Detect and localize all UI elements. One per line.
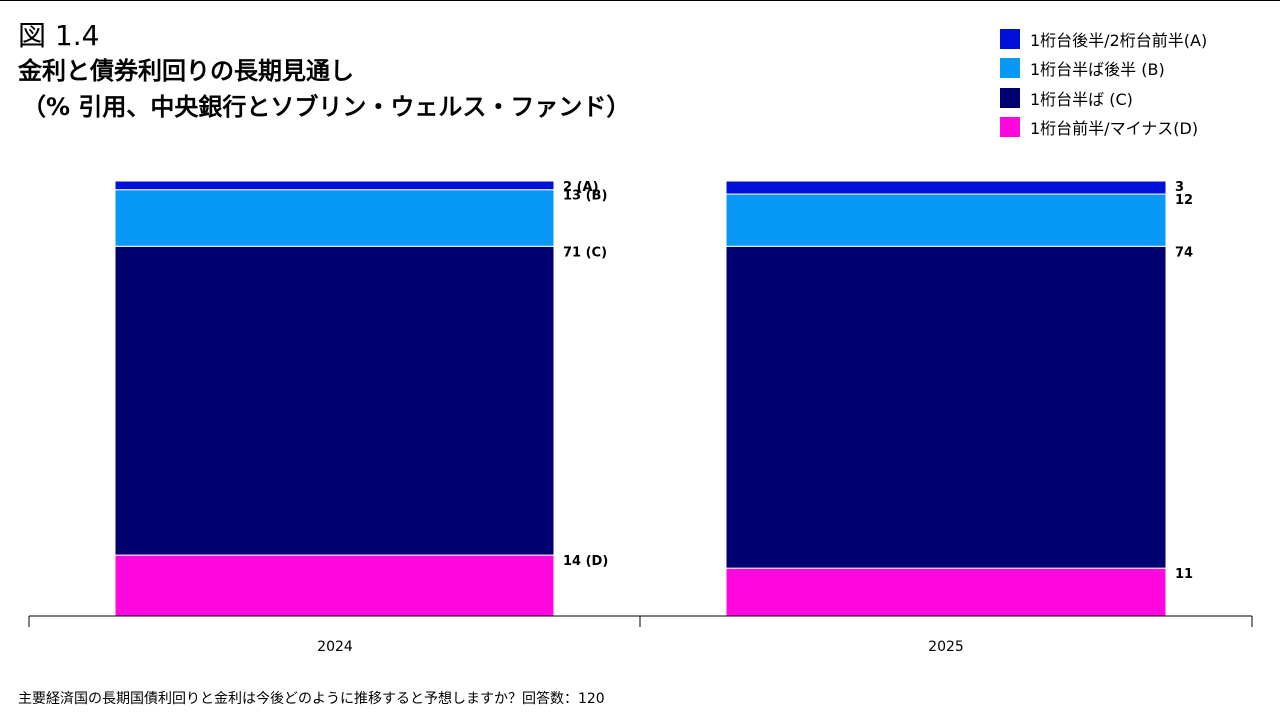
footnote: 主要経済国の長期国債利回りと金利は今後どのように推移すると予想しますか？回答数：…: [18, 691, 605, 707]
legend-swatch-a: [1000, 28, 1020, 49]
top-rule: [0, 0, 1280, 1]
chart-subtitle: （% 引用、中央銀行とソブリン・ウェルス・ファンド）: [22, 93, 631, 121]
legend-label-b: 1桁台半ば後半 (B): [1030, 60, 1165, 80]
legend-swatch-c: [1000, 87, 1020, 108]
data-label-2025-a: 3: [1175, 180, 1184, 195]
x-tick-label-2024: 2024: [317, 639, 353, 655]
figure-label: 図 1.4: [18, 19, 100, 52]
legend-label-c: 1桁台半ば (C): [1030, 89, 1133, 109]
legend-label-d: 1桁台前半/マイナス(D): [1030, 119, 1199, 139]
bar-2025-b: [725, 193, 1167, 247]
data-label-2025-b: 12: [1175, 193, 1193, 208]
legend-swatch-d: [1000, 117, 1020, 138]
bar-2024-d: [114, 554, 555, 617]
legend-item-b: 1桁台半ば後半 (B): [1000, 54, 1207, 84]
x-tick-label-2025: 2025: [928, 639, 964, 655]
data-label-2025-d: 11: [1175, 567, 1193, 582]
data-label-2024-c: 71 (C): [563, 245, 607, 260]
data-label-2025-c: 74: [1175, 245, 1193, 260]
legend-item-c: 1桁台半ば (C): [1000, 83, 1207, 113]
bar-2024-c: [114, 245, 555, 556]
bar-2025-d: [725, 567, 1167, 617]
bar-2024-a: [114, 180, 555, 191]
legend-label-a: 1桁台後半/2桁台前半(A): [1030, 30, 1208, 50]
legend: 1桁台後半/2桁台前半(A) 1桁台半ば後半 (B) 1桁台半ば (C) 1桁台…: [1000, 24, 1207, 142]
legend-item-a: 1桁台後半/2桁台前半(A): [1000, 24, 1207, 54]
data-label-2024-a: 2 (A): [563, 180, 599, 195]
data-label-2024-b: 13 (B): [563, 189, 607, 204]
legend-item-d: 1桁台前半/マイナス(D): [1000, 113, 1207, 143]
bar-2025-a: [725, 180, 1167, 195]
bar-2025-c: [725, 245, 1167, 569]
data-label-2024-d: 14 (D): [563, 554, 608, 569]
legend-swatch-b: [1000, 58, 1020, 79]
bar-2024-b: [114, 189, 555, 247]
chart-title: 金利と債券利回りの長期見通し: [18, 57, 354, 85]
